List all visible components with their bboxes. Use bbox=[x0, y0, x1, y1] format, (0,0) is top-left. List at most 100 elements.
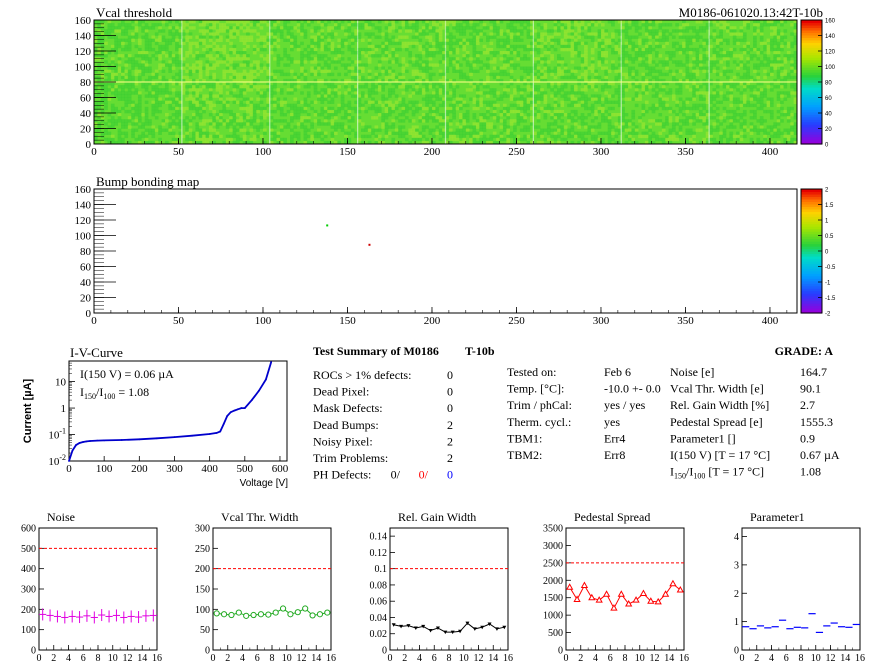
heat-cell bbox=[388, 113, 392, 117]
heat-cell bbox=[502, 88, 507, 92]
heat-cell bbox=[648, 44, 652, 49]
heat-cell bbox=[550, 44, 554, 49]
heat-cell bbox=[644, 66, 649, 70]
heat-cell bbox=[381, 94, 385, 98]
heat-cell bbox=[560, 103, 565, 108]
heat-cell bbox=[151, 103, 156, 108]
colorbar-cell bbox=[801, 77, 822, 81]
heat-cell bbox=[431, 94, 436, 98]
heat-cell bbox=[793, 26, 798, 30]
heat-cell bbox=[573, 75, 578, 80]
heat-cell bbox=[722, 113, 727, 117]
heat-cell bbox=[117, 66, 122, 70]
heat-cell bbox=[739, 38, 744, 42]
heat-cell bbox=[698, 119, 703, 123]
heat-cell bbox=[388, 109, 392, 114]
heat-cell bbox=[100, 20, 105, 24]
heat-cell bbox=[705, 125, 710, 129]
heat-cell bbox=[367, 26, 372, 30]
heat-cell bbox=[550, 54, 554, 58]
heat-cell bbox=[502, 109, 507, 114]
heat-cell bbox=[164, 38, 169, 42]
heat-cell bbox=[232, 32, 237, 36]
heat-cell bbox=[117, 97, 122, 101]
heat-cell bbox=[225, 140, 230, 145]
heat-cell bbox=[347, 125, 352, 129]
heat-cell bbox=[296, 47, 301, 52]
heat-cell bbox=[175, 116, 179, 120]
heat-cell bbox=[394, 47, 399, 52]
heat-cell bbox=[158, 137, 162, 142]
heat-cell bbox=[749, 131, 754, 135]
heat-cell bbox=[763, 109, 767, 114]
heat-cell bbox=[486, 116, 490, 120]
heat-cell bbox=[161, 29, 166, 33]
heat-cell bbox=[543, 26, 548, 30]
x-tick-label: 250 bbox=[508, 315, 525, 327]
heat-cell bbox=[232, 72, 237, 77]
heat-cell bbox=[333, 23, 338, 27]
heat-cell bbox=[306, 103, 311, 108]
heat-cell bbox=[709, 23, 713, 27]
heat-cell bbox=[621, 54, 625, 58]
colorbar-cell bbox=[801, 255, 822, 260]
heat-cell bbox=[773, 38, 778, 42]
heat-cell bbox=[310, 66, 314, 70]
heat-cell bbox=[137, 91, 142, 95]
heat-cell bbox=[611, 137, 615, 142]
heat-cell bbox=[168, 122, 173, 126]
heat-cell bbox=[753, 32, 757, 36]
colorbar-tick-label: 120 bbox=[825, 50, 836, 56]
heat-cell bbox=[347, 47, 352, 52]
heat-cell bbox=[148, 94, 152, 98]
heat-cell bbox=[462, 38, 467, 42]
heat-cell bbox=[415, 137, 419, 142]
heat-cell bbox=[793, 85, 798, 89]
heat-cell bbox=[242, 51, 247, 55]
heat-cell bbox=[310, 125, 314, 129]
heat-cell bbox=[611, 131, 615, 135]
heat-cell bbox=[540, 88, 544, 92]
heat-cell bbox=[320, 131, 325, 135]
heat-cell bbox=[726, 23, 730, 27]
heat-cell bbox=[303, 97, 308, 101]
heat-cell bbox=[202, 119, 206, 123]
heat-cell bbox=[445, 125, 450, 129]
heat-cell bbox=[648, 128, 652, 132]
heat-cell bbox=[462, 134, 467, 139]
heat-cell bbox=[300, 63, 304, 67]
heat-cell bbox=[540, 69, 544, 73]
heat-cell bbox=[168, 51, 173, 55]
heat-cell bbox=[742, 32, 747, 36]
heat-cell bbox=[242, 38, 247, 42]
heat-cell bbox=[286, 32, 291, 36]
heat-cell bbox=[675, 23, 680, 27]
heat-cell bbox=[425, 106, 429, 111]
heat-cell bbox=[695, 57, 700, 61]
heat-cell bbox=[513, 51, 517, 55]
heat-cell bbox=[283, 137, 287, 142]
heat-cell bbox=[709, 109, 713, 114]
heat-cell bbox=[739, 82, 744, 86]
heat-cell bbox=[242, 85, 247, 89]
heat-cell bbox=[442, 54, 446, 58]
heat-cell bbox=[668, 128, 673, 132]
heat-cell bbox=[384, 57, 389, 61]
heat-cell bbox=[607, 131, 612, 135]
heat-cell bbox=[577, 54, 581, 58]
heat-cell bbox=[388, 69, 392, 73]
heat-cell bbox=[252, 60, 257, 64]
heat-cell bbox=[661, 106, 666, 111]
heat-cell bbox=[516, 119, 521, 123]
heat-cell bbox=[283, 100, 287, 104]
heat-cell bbox=[570, 51, 575, 55]
heat-cell bbox=[557, 29, 561, 33]
colorbar-cell bbox=[801, 288, 822, 292]
heat-cell bbox=[709, 94, 713, 98]
heat-cell bbox=[492, 100, 497, 104]
heat-cell bbox=[181, 122, 186, 126]
heat-cell bbox=[736, 113, 740, 117]
x-tick-label: 350 bbox=[677, 146, 694, 158]
heat-cell bbox=[634, 82, 639, 86]
heat-cell bbox=[621, 51, 625, 55]
